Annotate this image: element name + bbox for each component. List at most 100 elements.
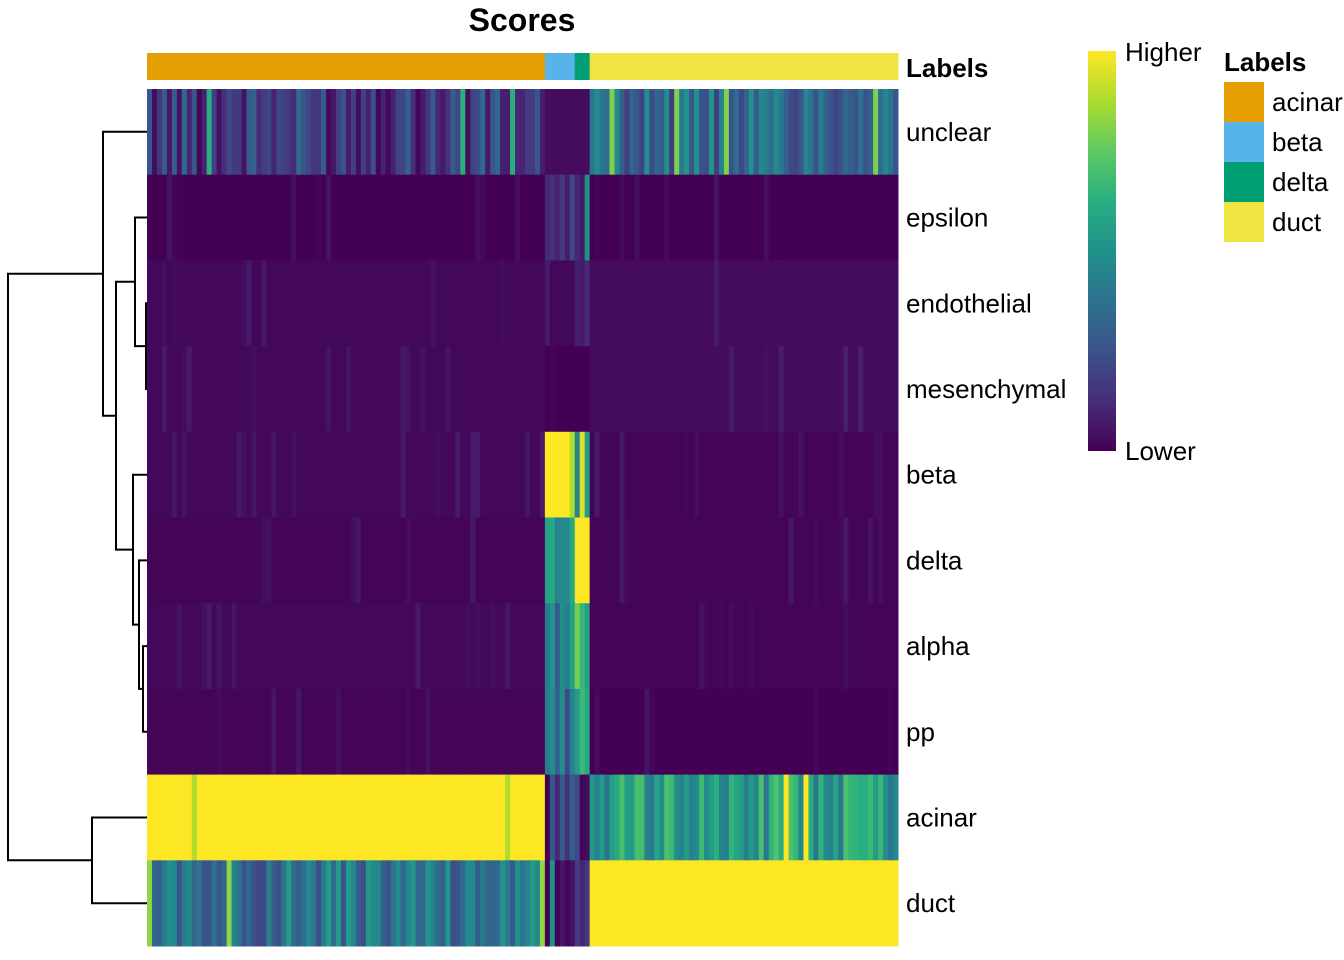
heatmap-cell [758, 346, 765, 433]
heatmap-cell [579, 346, 586, 433]
heatmap-cell [425, 346, 431, 433]
heatmap-cell [624, 860, 630, 947]
heatmap-cell [410, 260, 417, 347]
heatmap-cell [385, 174, 392, 261]
heatmap-cell [161, 260, 168, 347]
heatmap-cell [828, 174, 834, 261]
heatmap-cell [445, 260, 451, 347]
heatmap-cell [529, 774, 536, 861]
heatmap-cell [420, 688, 427, 776]
heatmap-cell [529, 174, 536, 261]
heatmap-cell [251, 431, 257, 518]
heatmap-cell [783, 346, 790, 433]
row-label-epsilon: epsilon [906, 203, 988, 233]
heatmap-cell [649, 174, 655, 261]
heatmap-cell [201, 517, 208, 604]
heatmap-cell [813, 174, 819, 261]
heatmap-cell [584, 431, 591, 518]
heatmap-cell [515, 688, 521, 776]
heatmap-cell [609, 260, 616, 347]
heatmap-cell [753, 517, 760, 604]
heatmap-cell [281, 517, 287, 604]
heatmap-cell [723, 89, 730, 176]
heatmap-cell [704, 860, 710, 947]
heatmap-cell [873, 431, 879, 518]
heatmap-cell [873, 174, 879, 261]
heatmap-cell [604, 860, 611, 947]
heatmap-cell [400, 688, 407, 776]
heatmap-cell [206, 346, 213, 433]
heatmap-cell [306, 860, 312, 947]
heatmap-cell [853, 260, 859, 347]
heatmap-cell [510, 517, 516, 604]
heatmap-cell [624, 688, 630, 776]
heatmap-cell [818, 260, 824, 347]
heatmap-cell [728, 89, 735, 176]
annotation-segment-delta [574, 53, 591, 80]
heatmap-cell [271, 688, 277, 776]
heatmap-cell [485, 431, 491, 518]
heatmap-cell [838, 603, 844, 690]
heatmap-cell [883, 260, 889, 347]
heatmap-cell [375, 517, 382, 604]
heatmap-cell [699, 860, 705, 947]
heatmap-cell [589, 517, 596, 604]
heatmap-cell [301, 260, 307, 347]
heatmap-cell [360, 431, 367, 518]
heatmap-cell [738, 774, 745, 861]
heatmap-cell [196, 603, 203, 690]
heatmap-cell [360, 860, 367, 947]
heatmap-cell [316, 603, 322, 690]
heatmap-cell [619, 517, 625, 604]
heatmap-cell [510, 860, 516, 947]
heatmap-cell [475, 860, 481, 947]
heatmap-cell [321, 174, 327, 261]
heatmap-cell [445, 860, 451, 947]
heatmap-cell [893, 260, 899, 347]
heatmap-cell [883, 431, 889, 518]
heatmap-cell [619, 346, 625, 433]
heatmap-cell [181, 860, 188, 947]
heatmap-cell [564, 774, 571, 861]
heatmap-cell [365, 174, 372, 261]
heatmap-cell [574, 260, 581, 347]
heatmap-cell [316, 688, 322, 776]
heatmap-cell [539, 260, 546, 347]
heatmap-cell [868, 603, 874, 690]
heatmap-cell [529, 431, 536, 518]
heatmap-cell [296, 431, 302, 518]
heatmap-cell [176, 603, 183, 690]
heatmap-cell [470, 688, 476, 776]
heatmap-cell [654, 89, 660, 176]
heatmap-cell [713, 517, 720, 604]
heatmap-cell [594, 774, 601, 861]
heatmap-cell [241, 603, 247, 690]
heatmap-cell [510, 346, 516, 433]
heatmap-cell [211, 260, 218, 347]
heatmap-cell [181, 774, 188, 861]
heatmap-cell [828, 346, 834, 433]
heatmap-cell [480, 89, 486, 176]
heatmap-cell [534, 431, 541, 518]
heatmap-cell [748, 260, 755, 347]
heatmap-cell [893, 174, 899, 261]
heatmap-cell [574, 431, 581, 518]
heatmap-cell [296, 517, 302, 604]
heatmap-cell [455, 346, 461, 433]
heatmap-cell [415, 517, 422, 604]
heatmap-cell [564, 89, 571, 176]
heatmap-cell [465, 603, 471, 690]
heatmap-cell [350, 174, 357, 261]
heatmap-cell [345, 688, 352, 776]
heatmap-cell [360, 688, 367, 776]
heatmap-cell [251, 517, 257, 604]
heatmap-cell [539, 860, 546, 947]
heatmap-cell [291, 774, 297, 861]
heatmap-cell [569, 517, 576, 604]
heatmap-cell [704, 774, 710, 861]
heatmap-cell [559, 174, 566, 261]
heatmap-cell [271, 431, 277, 518]
heatmap-cell [823, 431, 829, 518]
heatmap-cell [808, 603, 814, 690]
heatmap-cell [878, 346, 884, 433]
